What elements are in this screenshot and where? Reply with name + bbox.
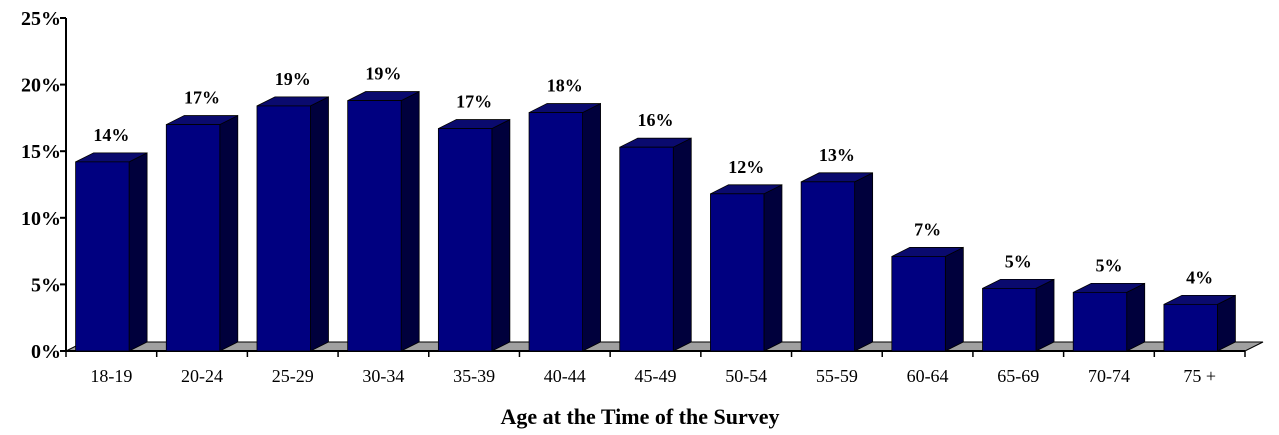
x-tick-label: 60-64 (907, 366, 949, 386)
data-label: 18% (547, 76, 583, 96)
data-label: 12% (728, 157, 764, 177)
bar-side (854, 172, 874, 352)
bar-side (310, 96, 329, 352)
bar (75, 152, 148, 352)
data-label: 17% (184, 88, 220, 108)
bar-front (165, 124, 221, 352)
data-label: 14% (93, 125, 129, 145)
x-axis-title: Age at the Time of the Survey (500, 404, 779, 429)
bar-side (1035, 278, 1055, 352)
bar-side (672, 137, 692, 352)
bar-front (619, 146, 674, 352)
bar (982, 278, 1055, 352)
bar-side (944, 246, 964, 352)
data-label: 19% (365, 64, 401, 84)
bar-side (128, 152, 148, 352)
bar (256, 96, 329, 352)
x-tick-label: 65-69 (997, 366, 1039, 386)
y-tick-label: 10% (21, 208, 61, 230)
bar (347, 90, 420, 352)
bar-side (582, 102, 601, 352)
bar-front (982, 287, 1037, 352)
x-tick-label: 75 + (1183, 366, 1216, 386)
y-tick-label: 15% (21, 141, 61, 163)
bar-front (528, 112, 583, 352)
data-label: 7% (914, 219, 941, 239)
data-label: 16% (638, 110, 674, 130)
y-tick-label: 0% (31, 341, 61, 363)
data-label: 5% (1095, 255, 1122, 275)
data-label: 19% (275, 69, 311, 89)
x-tick-label: 40-44 (544, 366, 586, 386)
data-label: 13% (819, 145, 855, 165)
bar-side (400, 90, 420, 352)
bar-front (891, 256, 946, 352)
x-tick-label: 35-39 (453, 366, 495, 386)
bar-front (437, 128, 493, 352)
bar-front (710, 193, 765, 352)
bar-side (1126, 282, 1146, 352)
x-tick-label: 70-74 (1088, 366, 1130, 386)
bar-side (763, 184, 783, 352)
bars (75, 90, 1236, 352)
x-tick-label: 45-49 (635, 366, 677, 386)
x-tick-label: 20-24 (181, 366, 223, 386)
x-tick-label: 30-34 (362, 366, 404, 386)
data-label: 5% (1005, 251, 1032, 271)
x-tick-label: 50-54 (725, 366, 767, 386)
bar-front (347, 100, 402, 352)
bar (165, 114, 239, 352)
bar (437, 118, 511, 352)
x-tick-label: 25-29 (272, 366, 314, 386)
y-tick-label: 20% (21, 75, 61, 97)
labels: 14% 18-19 17% 20-24 19% 25-29 19% 30-34 17% 35-39… (90, 64, 1216, 386)
data-label: 4% (1186, 267, 1213, 287)
bar-side (1217, 294, 1236, 352)
bar-front (75, 161, 130, 352)
bar-front (800, 181, 856, 352)
bar (800, 172, 874, 352)
bar (710, 184, 783, 352)
bar (891, 246, 964, 352)
bar (1163, 294, 1236, 352)
bar-front (1163, 303, 1218, 352)
bar (528, 102, 601, 352)
y-tick-label: 5% (31, 274, 61, 296)
bar-front (1072, 291, 1128, 352)
bar-side (219, 114, 239, 352)
bar-front (256, 105, 311, 352)
bar (1072, 282, 1146, 352)
bar-side (491, 118, 511, 352)
data-label: 17% (456, 92, 492, 112)
y-tick-label: 25% (21, 8, 61, 30)
bar (619, 137, 692, 352)
x-tick-label: 18-19 (90, 366, 132, 386)
x-tick-label: 55-59 (816, 366, 858, 386)
